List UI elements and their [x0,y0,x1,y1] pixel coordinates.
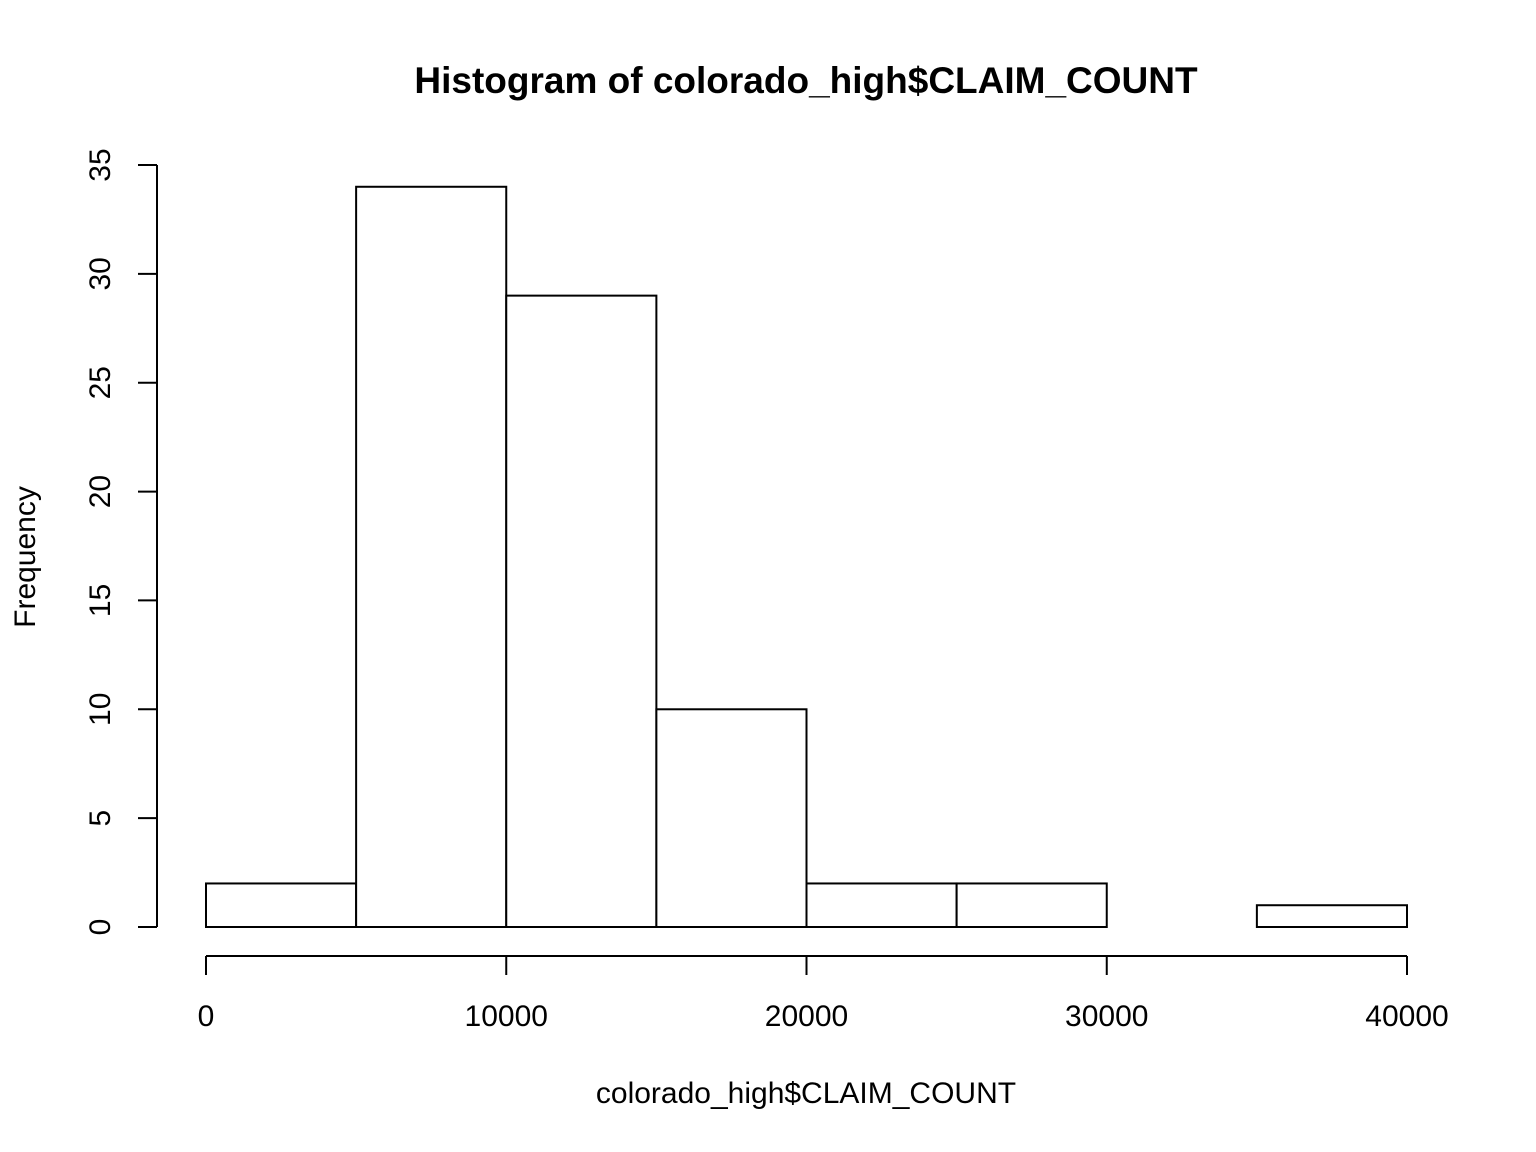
y-axis-label: Frequency [9,486,42,628]
x-tick-label-40000: 40000 [1365,1000,1448,1033]
x-axis: 0 10000 20000 30000 40000 [198,955,1449,1033]
y-tick-label-10: 10 [84,693,117,726]
histogram-bar-3 [655,708,808,928]
histogram-bar-7 [1255,904,1408,929]
x-tick-label-20000: 20000 [765,1000,848,1033]
y-tick-label-0: 0 [84,919,117,936]
histogram-bar-4 [805,882,958,929]
histogram-bar-1 [355,185,508,928]
x-tick-label-10000: 10000 [465,1000,548,1033]
x-tick-label-30000: 30000 [1065,1000,1148,1033]
x-tick-label-0: 0 [198,1000,215,1033]
y-tick-label-20: 20 [84,475,117,508]
y-tick-label-15: 15 [84,584,117,617]
y-tick-label-35: 35 [84,148,117,181]
histogram-bar-0 [205,882,358,929]
bars-group [205,185,1408,929]
y-axis: 0 5 10 15 20 25 30 35 [84,148,158,936]
x-axis-label: colorado_high$CLAIM_COUNT [596,1077,1016,1110]
y-tick-label-25: 25 [84,366,117,399]
chart-title: Histogram of colorado_high$CLAIM_COUNT [414,60,1198,101]
histogram-bar-5 [955,882,1108,929]
y-tick-label-5: 5 [84,810,117,827]
y-tick-label-30: 30 [84,257,117,290]
histogram-bar-2 [505,294,658,928]
